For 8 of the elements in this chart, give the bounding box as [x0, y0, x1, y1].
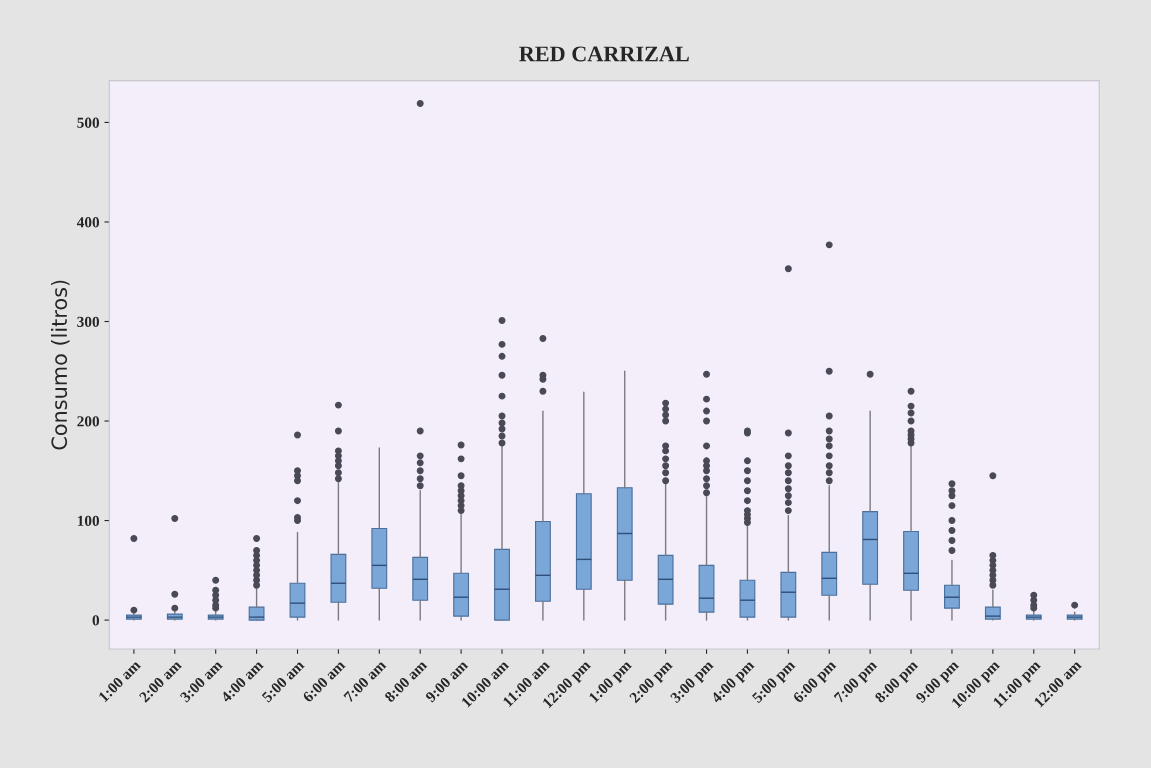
y-tick-label: 500 — [77, 117, 100, 128]
y-tick-label: 0 — [92, 615, 100, 626]
y-tick-label: 100 — [77, 515, 100, 527]
y-axis-title: Consumo (litros) — [50, 280, 70, 450]
chart-title: RED CARRIZAL — [519, 46, 689, 62]
y-tick-label: 400 — [76, 217, 100, 228]
y-tick-label: 200 — [77, 416, 100, 427]
y-tick-label: 300 — [77, 316, 100, 327]
